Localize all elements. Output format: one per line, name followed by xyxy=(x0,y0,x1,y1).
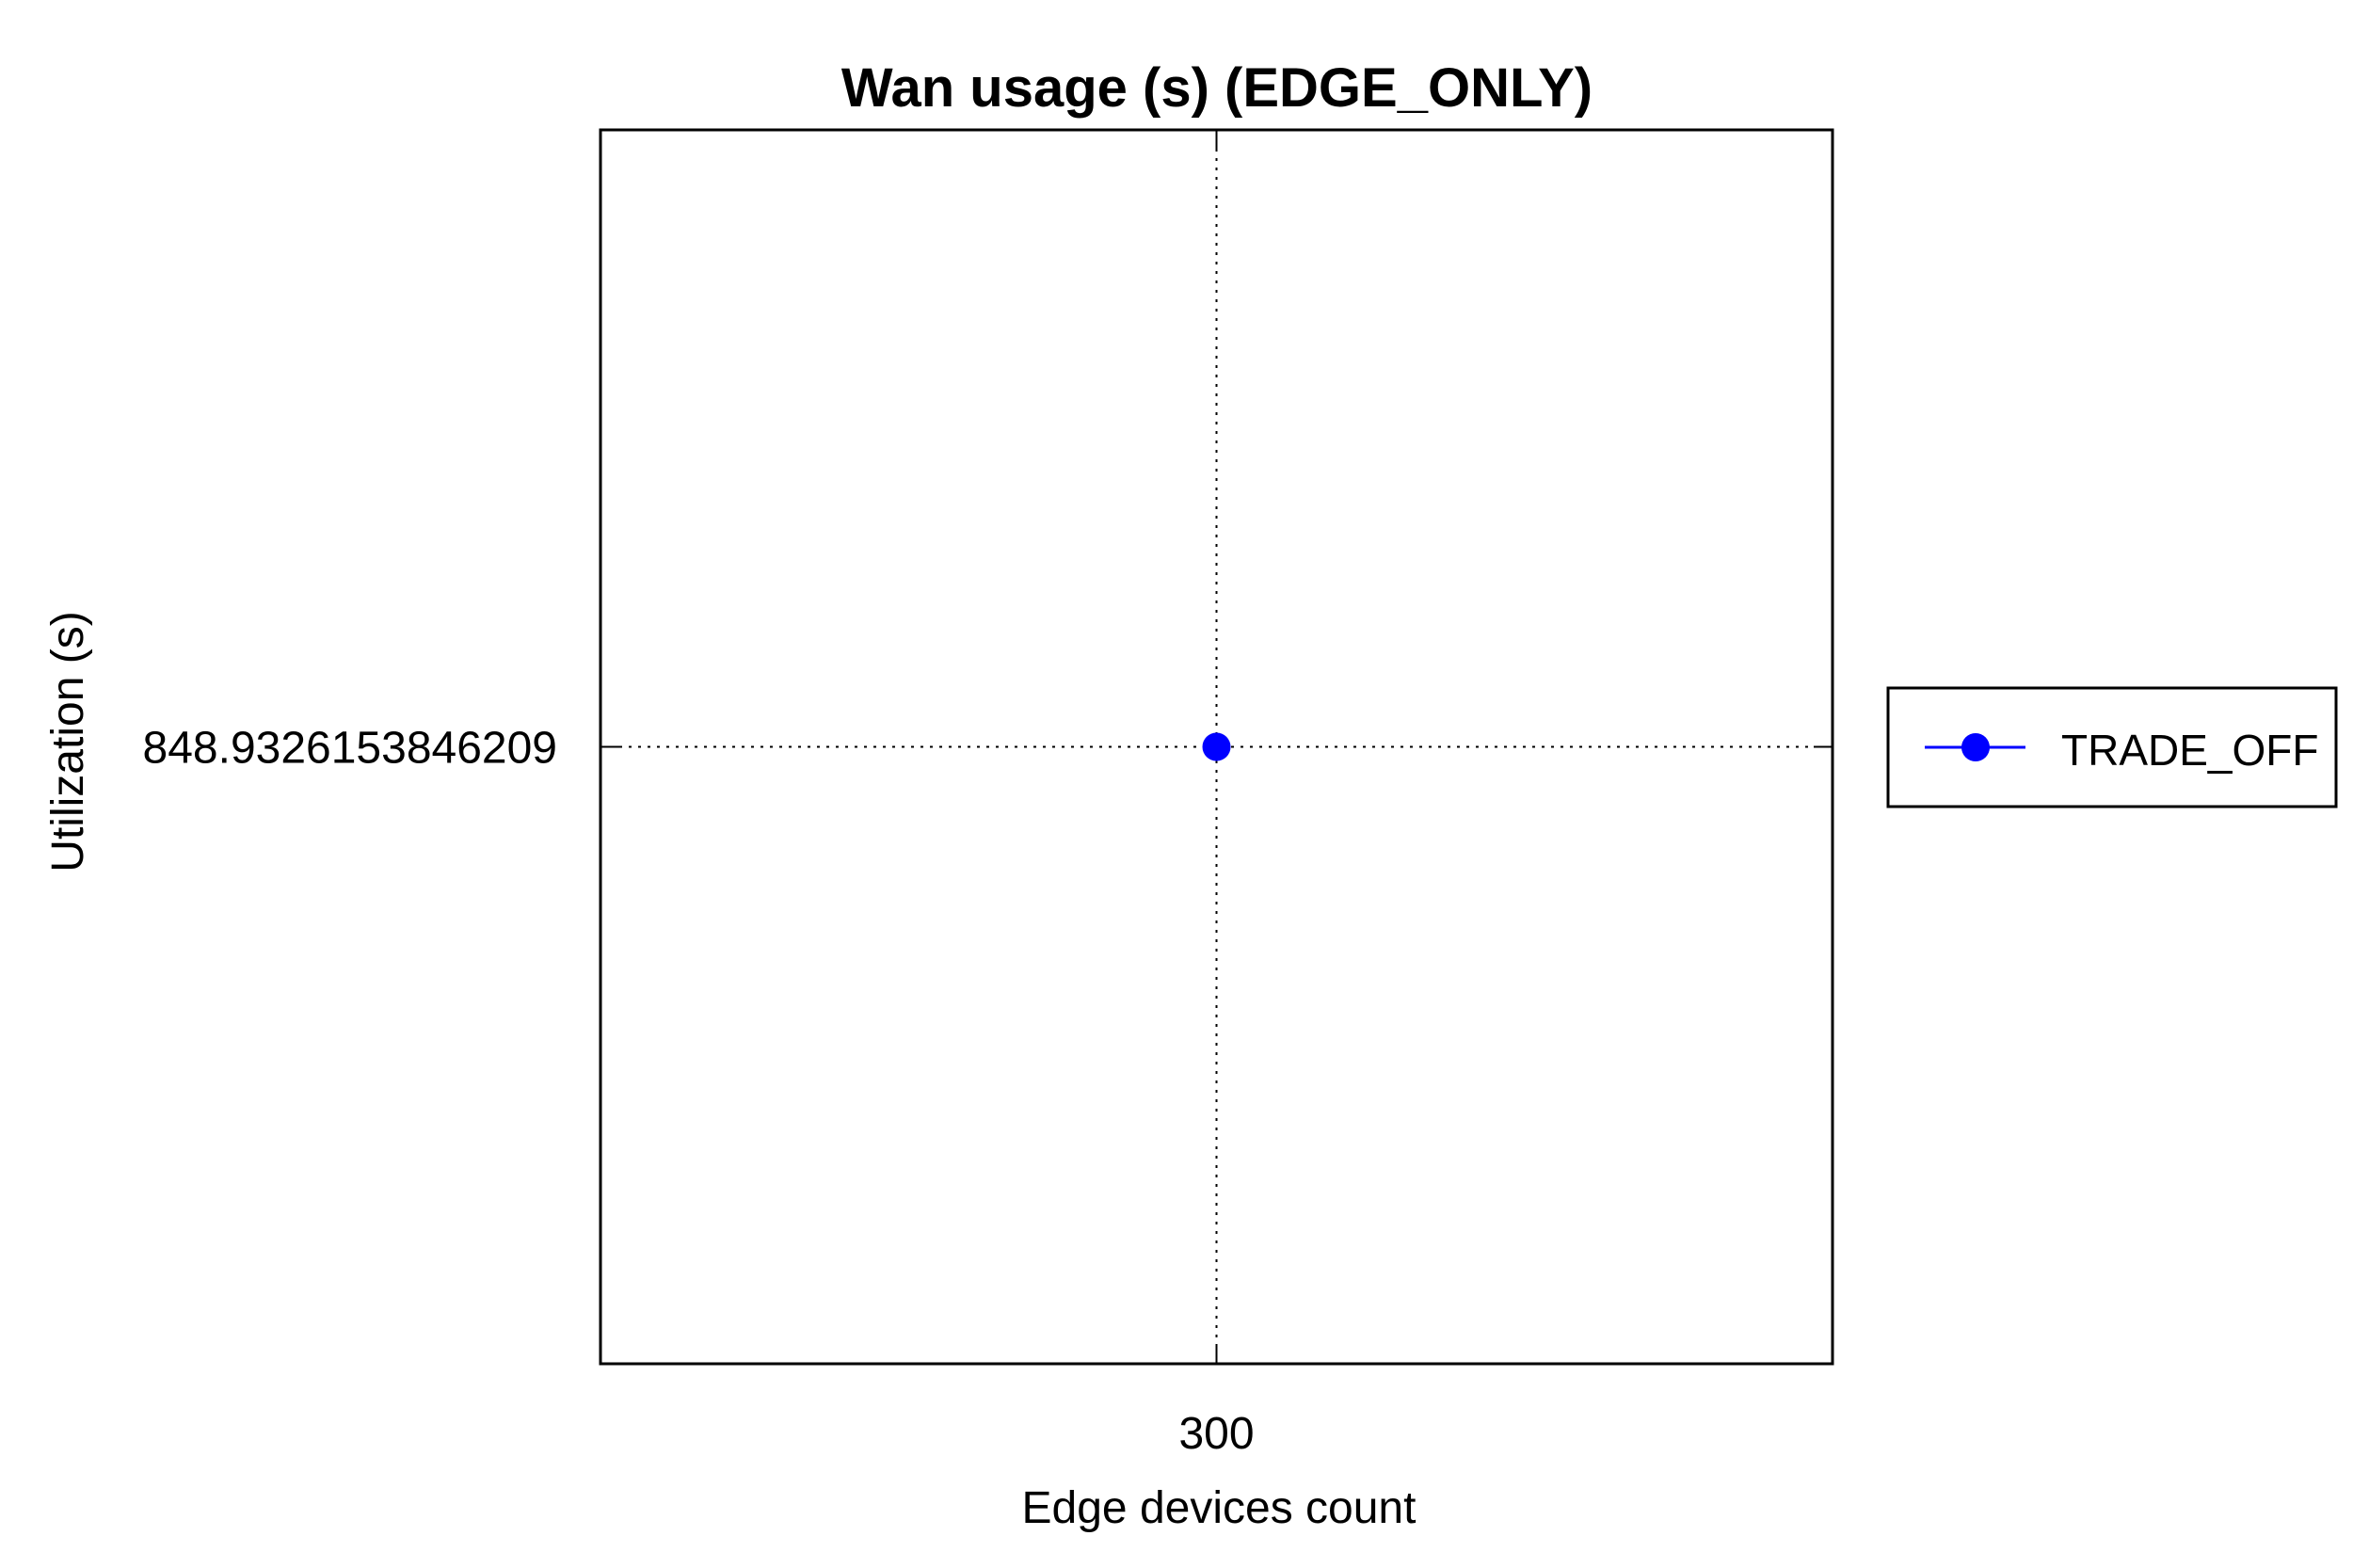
chart-title: Wan usage (s) (EDGE_ONLY) xyxy=(841,57,1593,119)
y-axis-label: Utilization (s) xyxy=(43,611,93,872)
legend-label-trade-off: TRADE_OFF xyxy=(2061,726,2318,775)
x-tick-label: 300 xyxy=(1178,1409,1254,1459)
series-layer xyxy=(1202,732,1231,761)
x-axis-label: Edge devices count xyxy=(1022,1483,1417,1533)
y-tick-label: 848.9326153846209 xyxy=(143,724,557,774)
legend-marker-trade-off xyxy=(1961,733,1990,761)
tick-layer: 300 848.9326153846209 xyxy=(143,130,1833,1459)
legend: TRADE_OFF xyxy=(1886,686,2338,808)
data-point-trade-off xyxy=(1202,732,1231,761)
grid-lines xyxy=(600,130,1833,1364)
